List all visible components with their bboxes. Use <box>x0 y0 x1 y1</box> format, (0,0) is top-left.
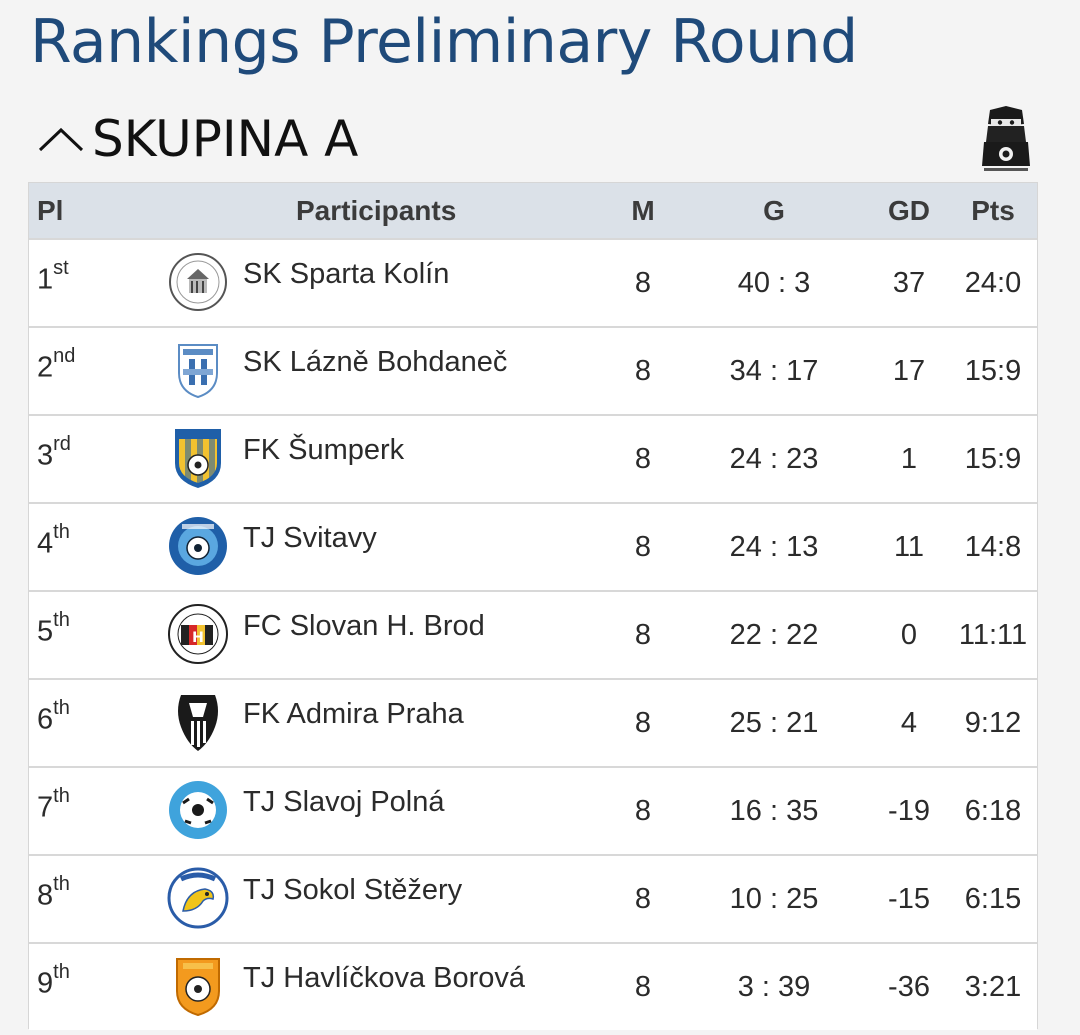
rank-cell: 6th <box>37 697 70 736</box>
group-toggle[interactable]: SKUPINA A <box>36 104 358 174</box>
header-gd: GD <box>888 195 930 226</box>
table-row[interactable]: 9th TJ Havlíčkova Borová 8 3 : 39 -36 3:… <box>29 942 1037 1030</box>
header-pts: Pts <box>971 195 1015 226</box>
matches-cell: 8 <box>634 795 652 827</box>
page-title: Rankings Preliminary Round <box>30 7 858 77</box>
points-cell: 6:18 <box>964 795 1022 827</box>
points-cell: 14:8 <box>964 531 1022 563</box>
table-row[interactable]: 6th FK Admira Praha 8 25 : 21 4 9:12 <box>29 678 1037 766</box>
goal-difference-cell: 17 <box>892 355 926 387</box>
table-row[interactable]: 5th H FC Slovan H. Brod 8 22 : 22 0 11:1… <box>29 590 1037 678</box>
sumperk-logo <box>175 429 221 488</box>
table-row[interactable]: 1st SK Sparta Kolín 8 40 : 3 37 24:0 <box>29 238 1037 326</box>
points-cell: 6:15 <box>964 883 1022 915</box>
matches-cell: 8 <box>634 883 652 915</box>
matches-cell: 8 <box>634 619 652 651</box>
matches-cell: 8 <box>634 971 652 1003</box>
slavoj-polna-logo <box>169 781 227 839</box>
havlickova-borova-logo <box>176 958 220 1017</box>
header-participants: Participants <box>296 195 457 226</box>
goal-difference-cell: 37 <box>892 267 926 299</box>
table-row[interactable]: 2nd SK Lázně Bohdaneč 8 34 : 17 17 15:9 <box>29 326 1037 414</box>
slovan-hbrod-logo: H <box>168 604 228 664</box>
ninja-mascot-icon <box>982 106 1030 171</box>
matches-cell: 8 <box>634 355 652 387</box>
rank-cell: 1st <box>37 257 69 296</box>
goal-difference-cell: -36 <box>888 971 930 1003</box>
goals-cell: 40 : 3 <box>737 267 811 299</box>
rank-cell: 2nd <box>37 345 76 384</box>
goal-difference-cell: 1 <box>900 443 918 475</box>
goals-cell: 25 : 21 <box>729 707 819 739</box>
header-g: G <box>763 195 785 226</box>
team-name[interactable]: TJ Svitavy <box>243 522 377 554</box>
rank-cell: 3rd <box>37 433 71 472</box>
header-m: M <box>631 195 655 226</box>
goal-difference-cell: 0 <box>900 619 918 651</box>
table-row[interactable]: 4th TJ Svitavy 8 24 : 13 11 14:8 <box>29 502 1037 590</box>
rank-cell: 5th <box>37 609 70 648</box>
points-cell: 9:12 <box>964 707 1022 739</box>
team-name[interactable]: SK Sparta Kolín <box>243 258 450 290</box>
rank-cell: 7th <box>37 785 70 824</box>
table-row[interactable]: 7th TJ Slavoj Polná 8 16 : 35 -19 6:18 <box>29 766 1037 854</box>
svg-text:H: H <box>192 630 204 646</box>
team-name[interactable]: SK Lázně Bohdaneč <box>243 346 508 378</box>
points-cell: 11:11 <box>958 619 1028 651</box>
table-row[interactable]: 3rd FK Šumperk 8 24 : 23 1 15:9 <box>29 414 1037 502</box>
team-name[interactable]: TJ Slavoj Polná <box>243 786 445 818</box>
sokol-stezery-logo <box>167 867 229 929</box>
team-name[interactable]: FK Šumperk <box>243 434 405 466</box>
goals-cell: 24 : 13 <box>729 531 819 563</box>
points-cell: 15:9 <box>964 355 1022 387</box>
goal-difference-cell: 11 <box>893 531 925 563</box>
admira-praha-logo <box>178 695 218 751</box>
goals-cell: 16 : 35 <box>729 795 819 827</box>
chevron-up-icon[interactable] <box>36 124 86 154</box>
goal-difference-cell: 4 <box>900 707 918 739</box>
standings-table: Pl Participants M G GD Pts 1st SK Sparta… <box>28 182 1038 1030</box>
rank-cell: 8th <box>37 873 70 912</box>
svitavy-logo <box>169 517 227 575</box>
goals-cell: 34 : 17 <box>729 355 819 387</box>
matches-cell: 8 <box>634 267 652 299</box>
points-cell: 15:9 <box>964 443 1022 475</box>
matches-cell: 8 <box>634 531 652 563</box>
matches-cell: 8 <box>634 707 652 739</box>
lazne-bohdanec-logo <box>178 344 218 399</box>
group-name: SKUPINA A <box>92 110 359 168</box>
team-name[interactable]: TJ Havlíčkova Borová <box>243 962 526 994</box>
sparta-kolin-logo <box>169 253 227 311</box>
table-header: Pl Participants M G GD Pts <box>29 183 1037 238</box>
team-name[interactable]: FK Admira Praha <box>243 698 464 730</box>
goal-difference-cell: -19 <box>888 795 930 827</box>
goals-cell: 10 : 25 <box>729 883 819 915</box>
goal-difference-cell: -15 <box>888 883 930 915</box>
table-row[interactable]: 8th TJ Sokol Stěžery 8 10 : 25 -15 6:15 <box>29 854 1037 942</box>
goals-cell: 3 : 39 <box>737 971 811 1003</box>
team-name[interactable]: TJ Sokol Stěžery <box>243 874 463 906</box>
matches-cell: 8 <box>634 443 652 475</box>
points-cell: 3:21 <box>964 971 1022 1003</box>
goals-cell: 24 : 23 <box>729 443 819 475</box>
points-cell: 24:0 <box>964 267 1022 299</box>
rank-cell: 4th <box>37 521 70 560</box>
team-name[interactable]: FC Slovan H. Brod <box>243 610 485 642</box>
goals-cell: 22 : 22 <box>729 619 819 651</box>
header-pl: Pl <box>37 195 64 226</box>
rank-cell: 9th <box>37 961 70 1000</box>
